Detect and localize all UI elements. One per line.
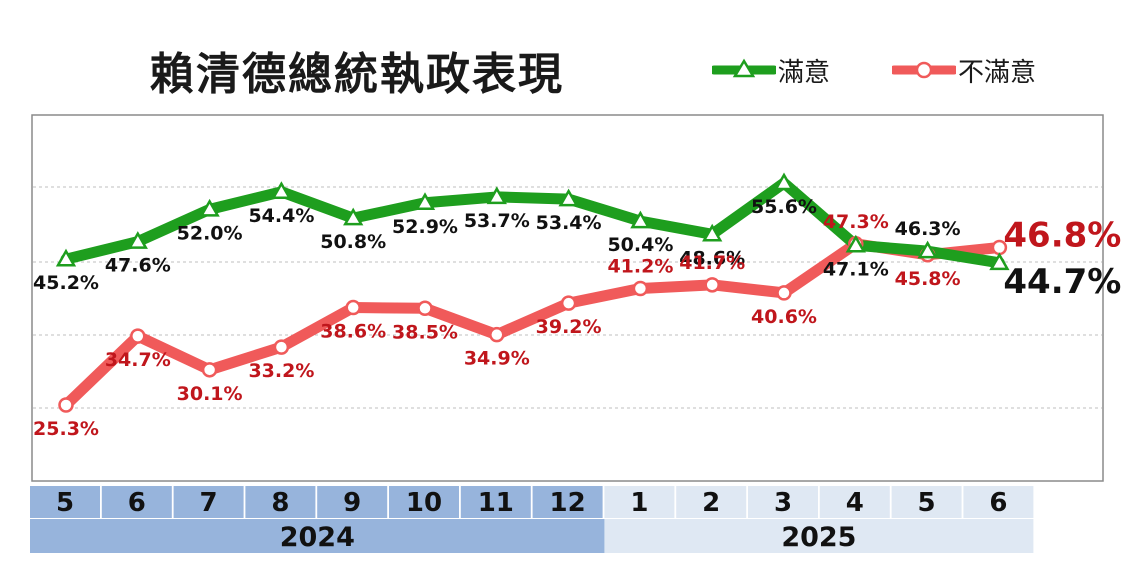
point-satisfied	[343, 207, 364, 226]
month-cell	[676, 486, 747, 518]
legend-label-dissatisfied: 不滿意	[958, 57, 1037, 88]
point-satisfied	[558, 188, 579, 207]
data-label-dissatisfied: 38.5%	[392, 321, 458, 343]
data-label-dissatisfied: 38.6%	[320, 321, 386, 343]
data-label-satisfied: 47.1%	[823, 258, 889, 280]
data-label-satisfied: 48.6%	[679, 247, 745, 269]
month-cell	[389, 486, 459, 518]
month-label: 3	[774, 488, 792, 518]
data-label-satisfied: 55.6%	[751, 196, 817, 218]
point-satisfied	[630, 210, 651, 229]
point-satisfied	[414, 192, 436, 211]
month-cell	[891, 486, 962, 518]
month-cell	[748, 486, 818, 518]
year-label: 2025	[781, 522, 856, 553]
month-cell	[460, 486, 531, 518]
point-dissatisfied	[489, 326, 505, 343]
month-cell	[30, 486, 100, 518]
month-label: 5	[56, 488, 74, 518]
point-satisfied	[199, 198, 220, 217]
month-label: 2	[702, 488, 720, 518]
data-label-dissatisfied: 25.3%	[33, 418, 99, 440]
month-label: 9	[343, 488, 361, 518]
month-cell	[604, 486, 675, 518]
data-label-dissatisfied: 41.2%	[607, 256, 673, 278]
month-label: 5	[918, 488, 936, 518]
point-dissatisfied	[58, 397, 74, 413]
point-dissatisfied	[704, 277, 720, 293]
data-label-satisfied: 44.7%	[1003, 262, 1121, 302]
point-dissatisfied	[632, 280, 649, 297]
year-label: 2024	[280, 522, 355, 553]
month-cell	[173, 486, 244, 518]
legend-item-dissatisfied: 不滿意	[889, 52, 1037, 88]
data-label-dissatisfied: 34.7%	[105, 349, 171, 371]
chart-title: 賴清德總統執政表現	[150, 49, 564, 100]
point-dissatisfied	[560, 295, 577, 311]
data-label-satisfied: 52.9%	[392, 216, 458, 238]
data-label-dissatisfied: 41.7%	[679, 252, 745, 274]
data-label-satisfied: 53.7%	[464, 210, 530, 232]
year-cell	[604, 519, 1034, 553]
data-label-satisfied: 46.3%	[895, 218, 961, 240]
point-satisfied	[127, 231, 148, 249]
month-label: 11	[478, 488, 514, 518]
legend-item-satisfied: 滿意	[709, 52, 831, 88]
data-label-satisfied: 52.0%	[177, 222, 243, 244]
point-satisfied	[917, 240, 938, 259]
month-cell	[819, 486, 890, 518]
data-label-satisfied: 47.6%	[105, 255, 171, 277]
month-label: 8	[271, 488, 289, 518]
data-label-satisfied: 53.4%	[536, 212, 602, 234]
month-cell	[963, 486, 1034, 518]
point-dissatisfied	[417, 300, 433, 317]
data-label-dissatisfied: 40.6%	[751, 306, 817, 328]
month-cell	[317, 486, 388, 518]
point-dissatisfied	[776, 285, 792, 301]
data-label-satisfied: 54.4%	[248, 205, 314, 227]
point-satisfied	[702, 223, 723, 242]
month-label: 4	[846, 488, 864, 518]
data-label-dissatisfied: 34.9%	[464, 348, 530, 370]
month-label: 10	[406, 488, 442, 518]
point-satisfied	[271, 181, 292, 200]
month-label: 1	[630, 488, 648, 518]
point-dissatisfied	[201, 362, 218, 378]
data-label-satisfied: 50.4%	[607, 234, 673, 256]
point-satisfied	[989, 252, 1010, 271]
data-label-dissatisfied: 46.8%	[1003, 215, 1121, 255]
data-label-satisfied: 45.2%	[33, 272, 99, 294]
data-label-dissatisfied: 39.2%	[536, 316, 602, 338]
point-dissatisfied	[130, 328, 146, 344]
series-line-dissatisfied	[60, 238, 1005, 411]
legend-label-satisfied: 滿意	[778, 57, 831, 88]
data-label-dissatisfied: 45.8%	[895, 268, 961, 290]
month-label: 12	[550, 488, 586, 518]
month-label: 7	[200, 488, 218, 518]
point-dissatisfied	[273, 339, 290, 355]
month-label: 6	[989, 488, 1007, 518]
month-cell	[245, 486, 316, 518]
point-satisfied	[845, 234, 866, 253]
point-satisfied	[486, 186, 507, 205]
month-cell	[101, 486, 172, 518]
series-line-satisfied	[60, 177, 1005, 269]
point-dissatisfied	[345, 299, 361, 316]
data-label-dissatisfied: 47.3%	[823, 211, 889, 233]
point-satisfied	[55, 248, 77, 267]
data-label-dissatisfied: 33.2%	[248, 360, 314, 382]
legend-line-satisfied-icon	[709, 52, 779, 88]
data-label-satisfied: 50.8%	[320, 231, 386, 253]
legend-line-dissatisfied-icon	[889, 52, 959, 88]
year-cell	[30, 519, 605, 553]
data-label-dissatisfied: 30.1%	[177, 383, 243, 405]
point-satisfied	[773, 172, 795, 191]
month-label: 6	[128, 488, 146, 518]
month-cell	[532, 486, 603, 518]
